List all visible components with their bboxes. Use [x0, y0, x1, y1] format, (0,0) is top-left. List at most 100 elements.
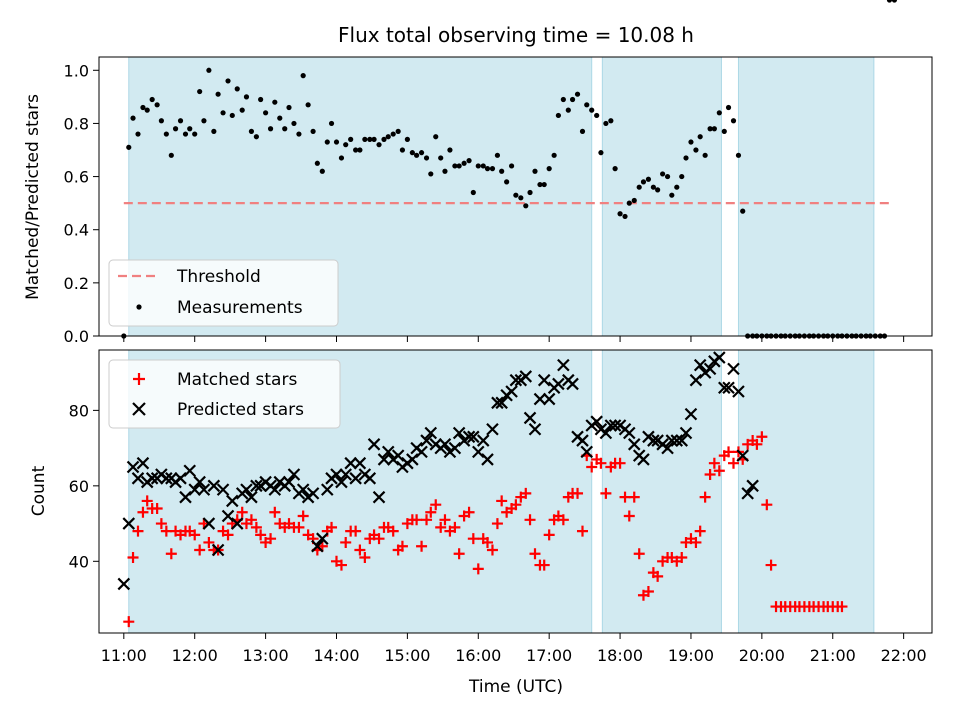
matched-star-point: [293, 521, 305, 533]
matched-star-point: [529, 548, 541, 560]
measurement-point: [489, 166, 496, 172]
measurement-point: [574, 91, 581, 97]
x-tick-label: 14:00: [313, 646, 359, 665]
measurement-point: [669, 192, 675, 198]
top-y-tick-label: 0.2: [64, 274, 89, 293]
measurement-point: [707, 126, 713, 132]
x-tick-label: 18:00: [597, 646, 643, 665]
top-y-tick-label: 0.4: [64, 221, 89, 240]
matched-star-point: [265, 533, 277, 545]
predicted-star-point: [221, 509, 235, 523]
measurement-point: [353, 147, 359, 153]
matched-star-point: [836, 601, 848, 613]
predicted-star-point: [391, 449, 405, 462]
predicted-stars-series: [117, 351, 759, 591]
predicted-star-point: [250, 479, 263, 493]
predicted-star-point: [576, 434, 589, 447]
measurement-point: [158, 118, 164, 124]
predicted-star-point: [330, 468, 343, 481]
measurement-point: [532, 168, 538, 174]
measurement-point: [438, 155, 444, 161]
predicted-star-point: [136, 456, 150, 470]
predicted-star-point: [381, 445, 395, 459]
measurement-point: [248, 128, 255, 134]
chart-title: Flux total observing time = 10.08 h: [338, 23, 694, 47]
predicted-star-point: [689, 373, 703, 387]
measurement-point: [688, 139, 694, 145]
matched-star-point: [699, 491, 711, 503]
bottom-legend: Matched stars Predicted stars: [108, 359, 341, 429]
predicted-star-point: [481, 453, 494, 466]
predicted-star-point: [491, 396, 504, 410]
measurement-point: [310, 128, 316, 134]
measurement-point: [286, 104, 292, 111]
bottom-y-tick-label: 60: [69, 477, 89, 496]
measurement-point: [135, 131, 141, 137]
measurement-point: [555, 112, 561, 119]
x-axis-label: Time (UTC): [468, 677, 563, 697]
measurement-point: [234, 86, 240, 92]
measurement-point: [215, 91, 221, 97]
matched-star-point: [127, 552, 139, 564]
measurement-point: [296, 131, 302, 137]
matched-star-point: [486, 544, 498, 556]
predicted-star-point: [122, 517, 136, 530]
measurement-point: [126, 144, 132, 150]
predicted-star-point: [462, 430, 476, 444]
matched-star-point: [727, 457, 739, 469]
measurement-point: [679, 173, 685, 180]
predicted-star-point: [675, 434, 689, 447]
matched-star-point: [194, 544, 206, 556]
measurement-point: [404, 136, 410, 142]
measurement-point: [598, 150, 604, 156]
predicted-star-point: [211, 543, 225, 557]
measurement-point: [423, 155, 430, 161]
predicted-star-point: [637, 453, 650, 466]
matched-star-point: [481, 536, 493, 548]
matched-star-point: [354, 544, 366, 556]
predicted-star-point: [467, 430, 480, 444]
top-y-tick-label: 1.0: [64, 61, 89, 80]
measurement-point: [267, 126, 274, 132]
matched-star-point: [430, 499, 442, 511]
predicted-star-point: [367, 438, 381, 451]
matched-star-point: [416, 540, 428, 552]
matched-star-point: [543, 529, 555, 541]
measurement-point: [239, 107, 245, 113]
measurement-point: [504, 179, 510, 185]
measurement-point: [362, 136, 368, 142]
predicted-star-point: [732, 385, 745, 398]
measurement-point: [541, 181, 547, 188]
matched-star-point: [250, 521, 262, 533]
predicted-star-point: [282, 475, 296, 489]
matched-star-point: [524, 514, 536, 526]
measurement-point: [655, 187, 661, 193]
measurement-point: [258, 96, 264, 103]
matched-star-point: [472, 563, 484, 575]
matched-star-point: [132, 525, 144, 537]
matched-star-point: [614, 457, 626, 469]
matched-star-point: [652, 570, 664, 582]
measurement-point: [664, 173, 671, 180]
matched-star-point: [425, 506, 437, 518]
matched-star-point: [435, 521, 447, 533]
matched-star-point: [297, 510, 309, 522]
measurement-point: [584, 102, 590, 108]
predicted-star-point: [590, 415, 603, 428]
predicted-star-point: [207, 479, 221, 493]
predicted-star-point: [216, 483, 230, 496]
matched-star-point: [411, 514, 423, 526]
measurement-point: [433, 134, 439, 140]
predicted-star-point: [316, 532, 329, 545]
measurement-point: [282, 126, 288, 132]
measurement-point: [617, 211, 623, 217]
measurement-point: [220, 110, 226, 116]
measurement-point: [589, 107, 595, 113]
matched-star-point: [245, 514, 257, 526]
predicted-star-point: [542, 392, 556, 406]
top-y-axis-label: Matched/Predicted stars: [23, 94, 43, 300]
top-legend-box: [108, 259, 339, 327]
measurement-point: [452, 163, 458, 169]
bottom-y-tick-label: 40: [69, 552, 89, 571]
matched-star-point: [165, 548, 177, 560]
